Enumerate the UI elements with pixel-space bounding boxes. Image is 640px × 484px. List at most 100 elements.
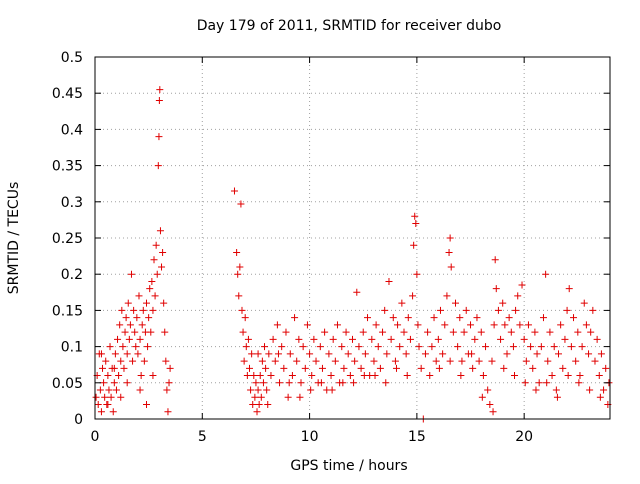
data-point	[512, 306, 520, 314]
y-tick-label: 0.25	[52, 231, 83, 247]
data-point	[94, 401, 102, 409]
data-point	[153, 270, 161, 278]
data-point	[261, 343, 269, 351]
data-point	[522, 357, 530, 365]
data-point	[99, 364, 107, 372]
data-point	[501, 321, 509, 329]
data-point	[602, 364, 610, 372]
data-point	[250, 372, 258, 380]
data-point	[284, 393, 292, 401]
data-point	[532, 386, 540, 394]
data-point	[276, 379, 284, 387]
data-point	[565, 285, 573, 293]
data-point	[237, 200, 245, 208]
data-point	[296, 393, 304, 401]
data-point	[286, 350, 294, 358]
data-point	[254, 350, 262, 358]
data-point	[262, 364, 270, 372]
data-point	[255, 401, 263, 409]
data-point	[273, 321, 281, 329]
data-point	[295, 335, 303, 343]
data-point	[587, 328, 595, 336]
data-point	[446, 234, 454, 242]
data-point	[154, 162, 162, 170]
data-point	[123, 379, 131, 387]
data-point	[317, 379, 325, 387]
data-point	[321, 328, 329, 336]
data-point	[146, 285, 154, 293]
data-point	[553, 393, 561, 401]
data-point	[456, 314, 464, 322]
data-point	[253, 408, 261, 416]
y-tick-label: 0.45	[52, 86, 83, 102]
data-point	[97, 408, 105, 416]
data-point	[244, 335, 252, 343]
data-point	[280, 364, 288, 372]
data-point	[160, 299, 168, 307]
data-point	[561, 335, 569, 343]
data-point	[114, 335, 122, 343]
data-point	[439, 350, 447, 358]
data-point	[234, 270, 242, 278]
data-point	[293, 357, 301, 365]
data-point	[435, 364, 443, 372]
data-point	[106, 343, 114, 351]
data-point	[350, 379, 358, 387]
data-point	[119, 343, 127, 351]
data-point	[124, 299, 132, 307]
data-point	[233, 248, 241, 256]
data-point	[516, 321, 524, 329]
data-point	[542, 270, 550, 278]
data-point	[595, 372, 603, 380]
data-point	[254, 386, 262, 394]
data-point	[446, 357, 454, 365]
data-point	[165, 379, 173, 387]
data-point	[252, 379, 260, 387]
data-point	[507, 328, 515, 336]
data-point	[398, 299, 406, 307]
data-point	[400, 328, 408, 336]
data-point	[460, 328, 468, 336]
data-point	[156, 86, 164, 94]
data-point	[490, 321, 498, 329]
data-point	[503, 350, 511, 358]
data-point	[359, 328, 367, 336]
data-point	[396, 343, 404, 351]
data-point	[241, 314, 249, 322]
data-point	[344, 350, 352, 358]
data-point	[267, 372, 275, 380]
data-point	[136, 335, 144, 343]
data-point	[328, 386, 336, 394]
data-point	[143, 299, 150, 307]
data-point	[353, 288, 361, 296]
data-point	[500, 364, 508, 372]
data-point	[404, 314, 412, 322]
data-point	[155, 96, 163, 104]
data-point	[346, 372, 354, 380]
data-point	[297, 379, 305, 387]
data-point	[282, 328, 290, 336]
data-point	[338, 343, 346, 351]
data-point	[126, 321, 134, 329]
data-point	[349, 335, 356, 343]
data-point	[242, 343, 250, 351]
data-point	[527, 343, 535, 351]
data-point	[557, 321, 565, 329]
data-point	[475, 357, 483, 365]
data-point	[449, 328, 457, 336]
data-point	[591, 357, 599, 365]
data-point	[471, 335, 479, 343]
data-point	[291, 314, 299, 322]
data-point	[494, 306, 502, 314]
data-point	[149, 372, 157, 380]
data-point	[489, 408, 497, 416]
data-point	[555, 350, 562, 358]
data-point	[482, 343, 490, 351]
data-point	[436, 306, 444, 314]
data-point	[413, 270, 421, 278]
data-point	[361, 350, 369, 358]
data-point	[100, 379, 108, 387]
data-point	[533, 350, 541, 358]
